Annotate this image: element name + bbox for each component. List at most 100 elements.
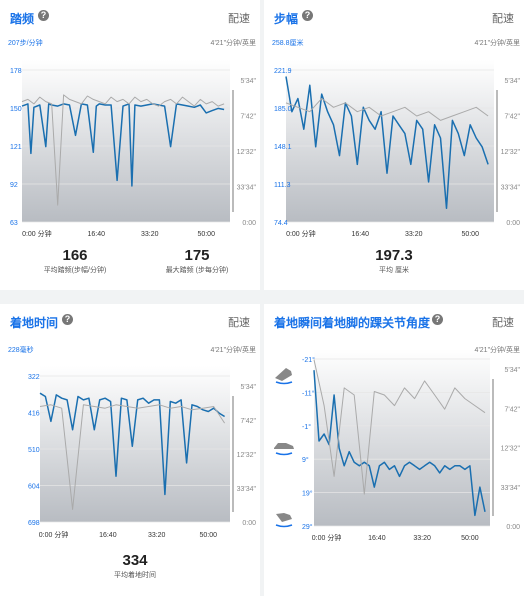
- primary-series-line: [285, 76, 489, 210]
- pace-toggle-link[interactable]: 配速: [228, 317, 250, 329]
- stat-label: 平均踏频(步幅/分钟): [43, 267, 107, 274]
- info-icon[interactable]: ?: [62, 314, 73, 325]
- y-tick-label: 29°: [302, 523, 313, 531]
- y-tick-label: 9°: [302, 456, 309, 464]
- pace-toggle-link[interactable]: 配速: [492, 317, 514, 329]
- x-tick-label: 16:40: [368, 535, 386, 542]
- y-tick-label: 121: [10, 144, 22, 151]
- y2-tick-label: 0:00: [506, 220, 520, 227]
- stat-value: 334: [122, 552, 148, 569]
- x-tick-label: 0:00 分钟: [22, 229, 52, 238]
- x-tick-label: 0:00 分钟: [312, 533, 342, 542]
- left-unit-label: 228毫秒: [8, 345, 34, 354]
- y2-tick-label: 0:00: [506, 524, 520, 531]
- y-tick-label: 111.3: [274, 182, 291, 189]
- y-tick-label: 74.4: [274, 220, 288, 227]
- y-tick-label: 148.1: [274, 144, 292, 151]
- stride-card: 步幅 ? 配速 258.8厘米 4'21"分钟/英里 221.9 185.0 148.1…: [264, 0, 524, 290]
- left-unit-label: 207步/分钟: [8, 38, 43, 47]
- x-tick-label: 50:00: [197, 231, 215, 238]
- right-unit-label: 4'21"分钟/英里: [211, 345, 256, 354]
- y2-tick-label: 33'34": [237, 486, 257, 493]
- comparison-series-line: [313, 359, 486, 495]
- stat-value: 197.3: [375, 247, 413, 264]
- y-tick-label: 322: [28, 374, 40, 381]
- pace-toggle-link[interactable]: 配速: [492, 13, 514, 25]
- primary-series-line: [39, 392, 225, 496]
- y-tick-label: 221.9: [274, 68, 292, 75]
- y2-tick-label: 5'34": [240, 78, 256, 85]
- right-unit-label: 4'21"分钟/英里: [475, 38, 520, 47]
- y2-tick-label: 5'34": [504, 78, 520, 85]
- y-tick-label: 178: [10, 68, 22, 75]
- avg-ground-contact-stat: 334 平均着地时间: [85, 552, 185, 580]
- x-tick-label: 33:20: [141, 231, 159, 238]
- y2-tick-label: 33'34": [237, 185, 257, 192]
- y2-tick-label: 7'42": [240, 114, 256, 121]
- primary-series-line: [21, 103, 225, 187]
- y-tick-label: 698: [28, 520, 40, 527]
- x-tick-label: 50:00: [461, 535, 479, 542]
- ankle-angle-chart: 4'21"分钟/英里 -21° -11° -1° 9° 19° 29° 5'34" 7'42" 1…: [302, 345, 521, 542]
- max-cadence-stat: 175 最大踏频 (步每分钟): [142, 247, 252, 275]
- x-tick-label: 16:40: [99, 532, 117, 539]
- y-tick-label: 92: [10, 182, 18, 189]
- y-tick-label: 63: [10, 220, 18, 227]
- ankle-angle-card: 着地瞬间着地脚的踝关节角度 ? 配速 4'21"分钟/英里 -21° -11° -1°…: [264, 304, 524, 596]
- x-tick-label: 50:00: [200, 532, 218, 539]
- y2-tick-label: 12'32": [237, 149, 257, 156]
- x-tick-label: 0:00 分钟: [286, 229, 316, 238]
- y-tick-label: 510: [28, 447, 40, 454]
- info-icon[interactable]: ?: [432, 314, 443, 325]
- scroll-indicator: [496, 90, 498, 212]
- pace-toggle-link[interactable]: 配速: [228, 13, 250, 25]
- ankle-angle-title: 着地瞬间着地脚的踝关节角度: [274, 316, 431, 330]
- y-tick-label: 19°: [302, 490, 313, 498]
- stride-title: 步幅: [274, 12, 299, 26]
- x-tick-label: 33:20: [405, 231, 423, 238]
- x-tick-label: 33:20: [148, 532, 166, 539]
- y2-tick-label: 5'34": [504, 367, 520, 374]
- scroll-indicator: [232, 396, 234, 512]
- toe-up-shoe-icon: [275, 368, 293, 385]
- comparison-series-line: [39, 404, 226, 510]
- x-tick-label: 0:00 分钟: [39, 530, 69, 539]
- y2-tick-label: 7'42": [504, 114, 520, 121]
- y-tick-label: -11°: [302, 389, 315, 397]
- y-tick-label: 150: [10, 106, 22, 113]
- comparison-series-line: [21, 94, 225, 206]
- y2-tick-label: 33'34": [501, 485, 521, 492]
- y2-tick-label: 12'32": [501, 149, 521, 156]
- stat-value: 166: [62, 247, 88, 264]
- y2-tick-label: 7'42": [504, 406, 520, 413]
- right-unit-label: 4'21"分钟/英里: [211, 38, 256, 47]
- info-icon[interactable]: ?: [302, 10, 313, 21]
- ground-contact-title: 着地时间: [10, 316, 59, 330]
- y2-tick-label: 33'34": [501, 185, 521, 192]
- stat-label: 平均 厘米: [379, 267, 409, 274]
- avg-cadence-stat: 166 平均踏频(步幅/分钟): [25, 247, 125, 275]
- y-tick-label: 185.0: [274, 106, 292, 113]
- ground-contact-chart: 228毫秒 4'21"分钟/英里 322 416 510 604 698 5'34" 7'42"…: [8, 345, 257, 539]
- y2-tick-label: 5'34": [240, 384, 256, 391]
- y-tick-label: 604: [28, 484, 40, 491]
- info-icon[interactable]: ?: [38, 10, 49, 21]
- ground-contact-card: 着地时间 ? 配速 228毫秒 4'21"分钟/英里 322 416 510 604 698…: [0, 304, 260, 596]
- primary-series-line: [313, 370, 486, 517]
- stat-label: 平均着地时间: [114, 572, 156, 579]
- comparison-series-line: [285, 98, 489, 121]
- avg-stride-stat: 197.3 平均 厘米: [344, 247, 444, 275]
- scroll-indicator: [232, 90, 234, 212]
- y-tick-label: -1°: [302, 423, 311, 431]
- cadence-title: 踏频: [10, 12, 35, 26]
- y-tick-label: 416: [28, 411, 40, 418]
- stat-value: 175: [184, 247, 210, 264]
- y2-tick-label: 12'32": [237, 452, 257, 459]
- plot-area: [40, 366, 230, 522]
- heel-strike-shoe-icon: [275, 513, 293, 528]
- plot-area: [22, 60, 230, 222]
- x-tick-label: 16:40: [352, 231, 370, 238]
- left-unit-label: 258.8厘米: [272, 38, 304, 47]
- x-tick-label: 16:40: [88, 231, 106, 238]
- y2-tick-label: 0:00: [242, 520, 256, 527]
